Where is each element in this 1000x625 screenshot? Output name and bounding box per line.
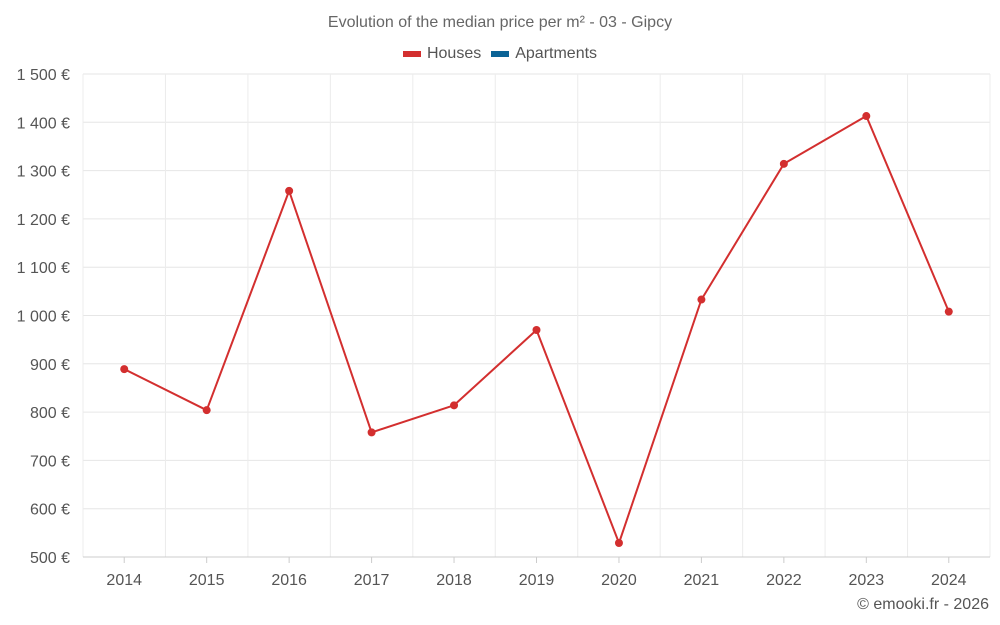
x-tick-label: 2024 [931,572,967,589]
x-tick-label: 2019 [519,572,555,589]
x-tick-label: 2016 [271,572,307,589]
y-tick-label: 1 300 € [17,164,70,181]
y-tick-label: 500 € [30,550,70,567]
y-tick-label: 1 100 € [17,260,70,277]
credit-text: © emooki.fr - 2026 [857,596,989,613]
x-tick-label: 2018 [436,572,472,589]
data-point [697,295,706,304]
x-tick-label: 2014 [106,572,142,589]
y-tick-label: 1 200 € [17,212,70,229]
x-tick-label: 2021 [684,572,720,589]
chart-title: Evolution of the median price per m² - 0… [327,14,673,31]
legend-swatch-apartments [491,51,510,57]
data-point [285,186,294,195]
data-point [202,406,211,415]
data-point [450,401,459,410]
x-tick-label: 2015 [189,572,225,589]
data-point [944,307,953,316]
y-tick-label: 1 400 € [17,115,70,132]
y-tick-label: 900 € [30,357,70,374]
legend: Houses Apartments [0,45,1000,63]
y-tick-label: 700 € [30,453,70,470]
x-tick-label: 2017 [354,572,390,589]
x-tick-label: 2022 [766,572,802,589]
y-tick-label: 1 000 € [17,309,70,326]
data-point [120,365,129,374]
data-point [862,112,871,121]
legend-label-houses: Houses [426,45,482,62]
y-tick-label: 1 500 € [17,67,70,84]
data-point [614,538,623,547]
data-point [779,159,788,168]
y-tick-label: 600 € [30,502,70,519]
legend-item-houses[interactable]: Houses [402,45,482,63]
legend-item-apartments[interactable]: Apartments [491,45,597,63]
data-point [532,325,541,334]
legend-label-apartments: Apartments [515,45,598,62]
x-tick-label: 2020 [601,572,637,589]
x-tick-label: 2023 [849,572,885,589]
legend-swatch-houses [402,51,421,57]
y-tick-label: 800 € [30,405,70,422]
data-point [367,428,376,437]
